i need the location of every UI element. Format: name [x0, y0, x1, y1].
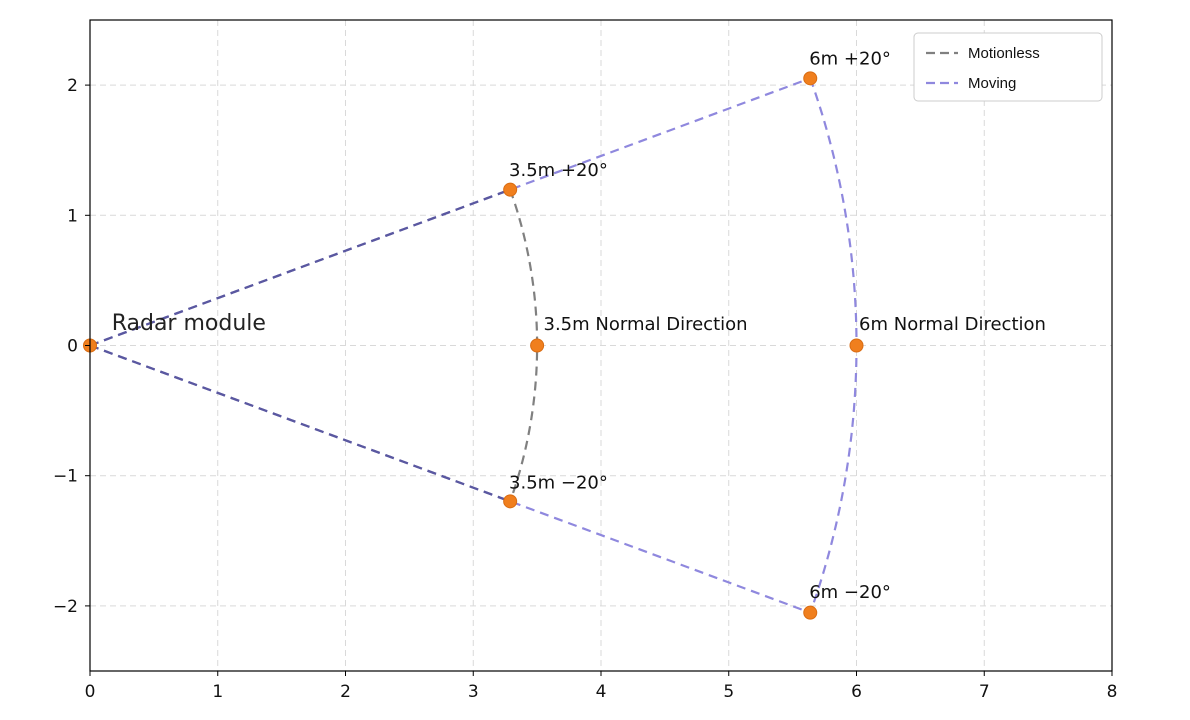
y-tick-label: −2 — [53, 597, 78, 617]
y-tick-label: −1 — [53, 467, 78, 487]
x-tick-label: 7 — [979, 682, 990, 702]
legend-label-motionless: Motionless — [968, 45, 1040, 62]
annotation-2: 3.5m Normal Direction — [544, 314, 748, 335]
moving-lower-edge — [89, 344, 811, 614]
x-tick-label: 0 — [85, 682, 96, 702]
x-tick-label: 5 — [723, 682, 734, 702]
data-point-3 — [503, 494, 518, 509]
grid — [89, 20, 1113, 671]
annotation-4: 6m +20° — [809, 48, 891, 69]
legend: Motionless Moving — [913, 32, 1103, 102]
x-tick-label: 2 — [340, 682, 351, 702]
annotations: Radar module 3.5m +20° 3.5m Normal Directi… — [112, 48, 1046, 603]
x-tick-label: 1 — [212, 682, 223, 702]
data-point-6 — [803, 605, 818, 620]
moving-upper-edge — [89, 77, 811, 347]
data-point-5 — [849, 338, 864, 353]
annotation-1: 3.5m +20° — [509, 160, 608, 181]
overlap-lower-edge — [89, 344, 511, 503]
x-tick-label: 8 — [1107, 682, 1118, 702]
annotation-5: 6m Normal Direction — [859, 314, 1046, 335]
y-tick-label: 1 — [67, 206, 78, 226]
annotation-6: 6m −20° — [809, 582, 891, 603]
data-point-2 — [530, 338, 545, 353]
annotation-0: Radar module — [112, 311, 266, 336]
annotation-3: 3.5m −20° — [509, 473, 608, 494]
legend-label-moving: Moving — [968, 75, 1016, 92]
x-tick-label: 3 — [468, 682, 479, 702]
axis-ticks: 0 1 2 3 4 5 6 7 8 −2 −1 0 1 2 — [53, 76, 1117, 702]
y-tick-label: 0 — [67, 337, 78, 357]
x-tick-label: 6 — [851, 682, 862, 702]
data-point-4 — [803, 71, 818, 86]
y-tick-label: 2 — [67, 76, 78, 96]
x-tick-label: 4 — [596, 682, 607, 702]
legend-box — [913, 32, 1103, 102]
data-point-1 — [503, 182, 518, 197]
